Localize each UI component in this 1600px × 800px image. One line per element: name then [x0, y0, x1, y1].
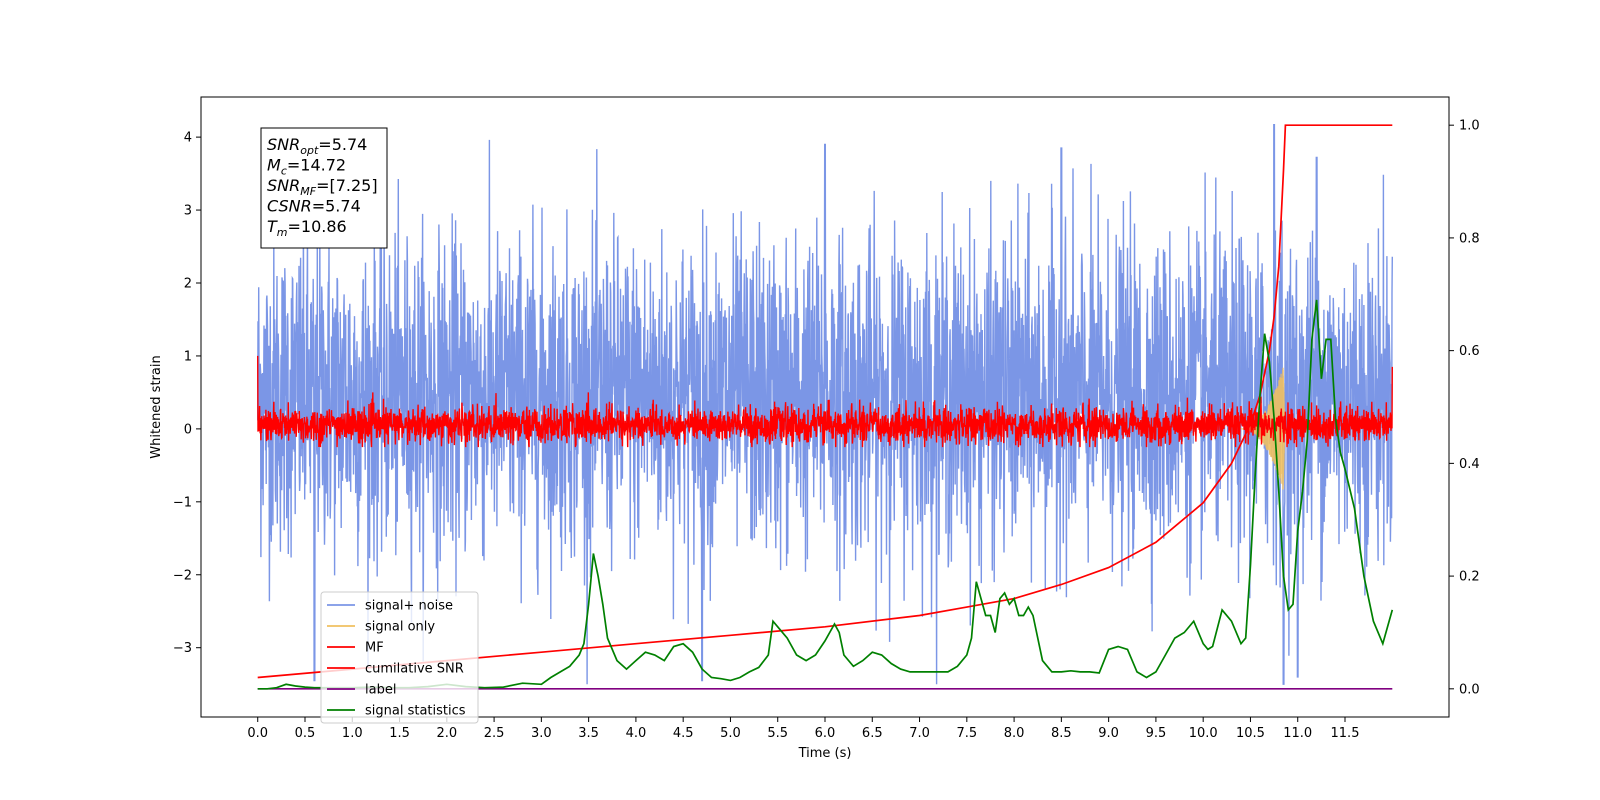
- x-tick-label: 11.5: [1331, 726, 1360, 741]
- x-tick-label: 7.0: [909, 726, 930, 741]
- mf-series: [257, 355, 1393, 448]
- info-symbol: CSNR: [267, 197, 312, 216]
- y2-tick-label: 0.6: [1459, 344, 1480, 359]
- info-symbol: SNR: [267, 176, 300, 195]
- x-tick-label: 2.0: [436, 726, 457, 741]
- y-tick-label: 1: [184, 349, 192, 364]
- y-tick-label: 3: [184, 204, 192, 219]
- legend-label: cumilative SNR: [365, 662, 464, 677]
- x-tick-label: 8.0: [1004, 726, 1025, 741]
- info-box: SNRopt=5.74Mc=14.72SNRMF=[7.25]CSNR=5.74…: [260, 127, 388, 249]
- x-tick-label: 9.0: [1098, 726, 1119, 741]
- y2-tick-label: 1.0: [1459, 119, 1480, 134]
- x-tick-label: 1.5: [389, 726, 410, 741]
- info-subscript: m: [277, 226, 288, 239]
- info-line: SNRMF=[7.25]: [267, 176, 378, 198]
- x-tick-label: 4.5: [673, 726, 694, 741]
- info-symbol: SNR: [267, 135, 300, 154]
- legend-label: signal+ noise: [365, 599, 453, 614]
- info-box-frame: [260, 127, 388, 249]
- x-tick-label: 10.5: [1236, 726, 1265, 741]
- signal-statistics-series: [257, 299, 1394, 690]
- info-value: =[7.25]: [316, 176, 378, 195]
- y-axis-right: 0.0 0.2 0.4 0.6 0.8 1.0: [1449, 119, 1480, 697]
- legend-frame: [320, 591, 479, 724]
- x-tick-label: 4.0: [626, 726, 647, 741]
- info-symbol: M: [267, 156, 281, 175]
- cumilative-snr-series: [257, 124, 1393, 679]
- x-tick-label: 7.5: [956, 726, 977, 741]
- x-axis: 0.0 0.5 1.0 1.5 2.0 2.5 3.0 3.5 4.0 4.5 5.0 5.5 6.0 6…: [247, 717, 1359, 741]
- x-tick-label: 5.0: [720, 726, 741, 741]
- x-tick-label: 8.5: [1051, 726, 1072, 741]
- info-subscript: c: [281, 165, 287, 178]
- info-symbol: T: [267, 217, 278, 236]
- info-subscript: opt: [300, 144, 319, 157]
- info-line: Mc=14.72: [267, 156, 346, 178]
- x-tick-label: 5.5: [767, 726, 788, 741]
- y2-tick-label: 0.8: [1459, 231, 1480, 246]
- y-tick-label: 0: [184, 422, 192, 437]
- x-tick-label: 1.0: [342, 726, 363, 741]
- legend: signal+ noise signal only MF cumilative SNR…: [320, 591, 479, 724]
- y-axis-left: −3 −2 −1 0 1 2 3 4: [173, 131, 201, 656]
- y2-tick-label: 0.0: [1459, 682, 1480, 697]
- x-tick-label: 2.5: [484, 726, 505, 741]
- x-tick-label: 0.5: [295, 726, 316, 741]
- info-line: Tm=10.86: [267, 217, 347, 239]
- y-tick-label: −2: [173, 568, 192, 583]
- info-value: =14.72: [287, 156, 346, 175]
- legend-label: signal statistics: [365, 704, 466, 719]
- info-subscript: MF: [300, 185, 316, 198]
- signal-noise-series: [257, 124, 1393, 685]
- y2-tick-label: 0.2: [1459, 570, 1480, 585]
- y-tick-label: 2: [184, 277, 192, 292]
- x-axis-title: Time (s): [798, 746, 852, 761]
- info-value: =5.74: [318, 135, 367, 154]
- info-value: =5.74: [312, 197, 361, 216]
- legend-label: signal only: [365, 620, 435, 635]
- info-line: CSNR=5.74: [267, 197, 361, 216]
- y-axis-title: Whitened strain: [149, 355, 164, 458]
- x-tick-label: 9.5: [1146, 726, 1167, 741]
- x-tick-label: 10.0: [1189, 726, 1218, 741]
- y-tick-label: −3: [173, 641, 192, 656]
- legend-label: MF: [365, 641, 384, 656]
- x-tick-label: 0.0: [247, 726, 268, 741]
- x-tick-label: 6.5: [862, 726, 883, 741]
- x-tick-label: 3.0: [531, 726, 552, 741]
- x-tick-label: 3.5: [578, 726, 599, 741]
- info-line: SNRopt=5.74: [267, 135, 367, 157]
- x-tick-label: 11.0: [1283, 726, 1312, 741]
- y-tick-label: −1: [173, 495, 192, 510]
- info-value: =10.86: [288, 217, 347, 236]
- legend-label: label: [365, 683, 396, 698]
- y2-tick-label: 0.4: [1459, 457, 1480, 472]
- y-tick-label: 4: [184, 131, 192, 146]
- x-tick-label: 6.0: [815, 726, 836, 741]
